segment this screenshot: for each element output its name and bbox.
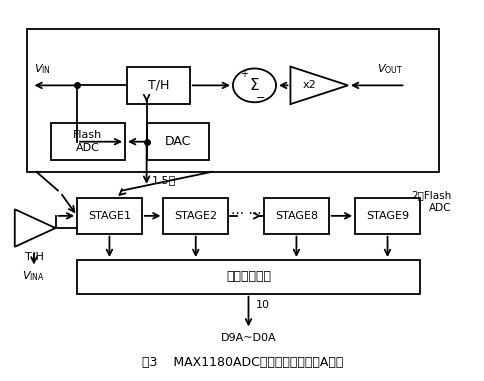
Polygon shape [290, 67, 347, 104]
Text: 1.5位: 1.5位 [151, 176, 175, 186]
FancyBboxPatch shape [146, 123, 209, 160]
Text: STAGE2: STAGE2 [174, 211, 217, 221]
Text: Flash
ADC: Flash ADC [73, 130, 102, 153]
Text: $V_{\rm INA}$: $V_{\rm INA}$ [22, 269, 45, 283]
Text: +: + [239, 69, 247, 78]
FancyBboxPatch shape [77, 260, 419, 294]
FancyBboxPatch shape [354, 198, 419, 234]
Text: 图3    MAX1180ADC的流水线结构（仅A路）: 图3 MAX1180ADC的流水线结构（仅A路） [141, 356, 343, 369]
Text: 2位Flash
ADC: 2位Flash ADC [410, 190, 450, 213]
FancyBboxPatch shape [263, 198, 328, 234]
Text: ··· ···: ··· ··· [230, 207, 261, 221]
Text: STAGE8: STAGE8 [274, 211, 318, 221]
Circle shape [232, 69, 275, 102]
FancyBboxPatch shape [77, 198, 141, 234]
Text: $V_{\rm OUT}$: $V_{\rm OUT}$ [377, 62, 402, 76]
Text: DAC: DAC [164, 135, 191, 148]
Text: T/H: T/H [148, 79, 169, 92]
Polygon shape [15, 209, 55, 247]
Text: STAGE9: STAGE9 [365, 211, 408, 221]
Text: x2: x2 [302, 80, 316, 90]
Text: 10: 10 [255, 300, 269, 310]
FancyBboxPatch shape [27, 29, 438, 172]
Text: D9A~D0A: D9A~D0A [220, 333, 276, 343]
FancyBboxPatch shape [163, 198, 227, 234]
FancyBboxPatch shape [127, 67, 189, 104]
Text: $V_{\rm IN}$: $V_{\rm IN}$ [34, 62, 51, 76]
Text: −: − [256, 93, 265, 103]
Text: 数字校准逻辑: 数字校准逻辑 [226, 271, 271, 283]
FancyBboxPatch shape [51, 123, 125, 160]
Text: STAGE1: STAGE1 [88, 211, 131, 221]
Text: T/H: T/H [25, 253, 43, 263]
Text: $\Sigma$: $\Sigma$ [249, 77, 259, 93]
